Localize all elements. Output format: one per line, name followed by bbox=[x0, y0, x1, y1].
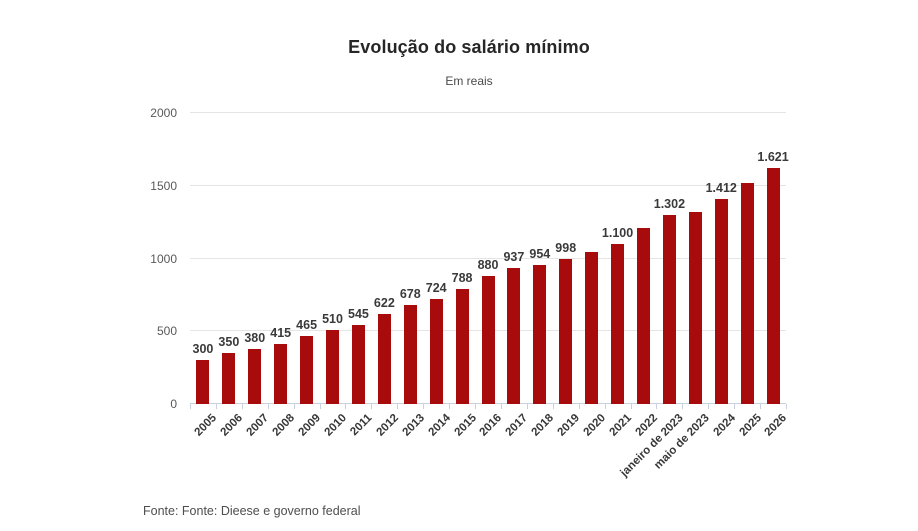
bar-2009 bbox=[300, 336, 314, 404]
x-axis-category-label: 2016 bbox=[477, 412, 505, 439]
source-note: Fonte: Fonte: Dieese e governo federal bbox=[143, 504, 361, 518]
x-axis-tick bbox=[241, 404, 243, 409]
gridline bbox=[190, 112, 786, 113]
x-axis-category-label: 2021 bbox=[607, 412, 635, 439]
plot-area: 300 2005 350 2006 380 2007 415 2008 465 2009 510 20… bbox=[190, 112, 790, 479]
x-axis-category-label: 2009 bbox=[296, 412, 324, 439]
x-axis-tick bbox=[682, 404, 684, 409]
bar-value-label: 622 bbox=[373, 295, 395, 310]
x-axis-tick bbox=[786, 404, 787, 409]
bar-value-label: 998 bbox=[555, 240, 577, 255]
x-axis-category-label: 2012 bbox=[374, 412, 401, 439]
x-axis-tick bbox=[630, 404, 632, 409]
bar-value-label: 880 bbox=[477, 257, 499, 272]
bar-value-label: 510 bbox=[322, 311, 343, 326]
x-axis-category-label: 2025 bbox=[737, 412, 764, 439]
x-axis-tick bbox=[500, 404, 502, 409]
x-axis-tick bbox=[708, 404, 710, 409]
x-axis-tick bbox=[578, 404, 580, 409]
bar-value-label: 415 bbox=[270, 325, 292, 340]
bar-2008 bbox=[274, 343, 288, 404]
bar-value-label: 350 bbox=[218, 335, 240, 350]
bar-value-label: 380 bbox=[244, 330, 266, 345]
bar-2017 bbox=[507, 267, 521, 404]
x-axis-category-label: 2026 bbox=[762, 412, 790, 439]
bar-2012 bbox=[377, 313, 391, 404]
bar-2014 bbox=[429, 298, 443, 404]
x-axis-tick bbox=[319, 404, 321, 409]
bar-value-label: 300 bbox=[192, 342, 214, 357]
bar-value-label: 678 bbox=[399, 287, 421, 302]
x-axis-tick bbox=[345, 404, 347, 409]
x-axis-tick bbox=[760, 404, 762, 409]
bar-2005 bbox=[196, 360, 210, 404]
bar-2007 bbox=[248, 348, 262, 404]
x-axis-tick bbox=[397, 404, 399, 409]
bar-2006 bbox=[222, 353, 236, 404]
bar-2020 bbox=[585, 251, 599, 404]
bar-2021 bbox=[611, 243, 625, 404]
y-axis-tick-label: 1000 bbox=[150, 251, 177, 266]
y-axis-tick-label: 2000 bbox=[150, 106, 177, 120]
x-axis-tick bbox=[449, 404, 451, 409]
x-axis-category-label: 2018 bbox=[529, 412, 557, 439]
x-axis-category-label: 2019 bbox=[555, 412, 583, 439]
bar-maio-de-2023 bbox=[688, 211, 702, 404]
x-axis-tick bbox=[526, 404, 528, 409]
bar-2015 bbox=[455, 289, 469, 404]
x-axis-category-label: 2008 bbox=[270, 412, 298, 439]
x-axis-category-label: 2007 bbox=[244, 412, 272, 439]
bar-value-label: 465 bbox=[296, 318, 318, 333]
gridline bbox=[190, 257, 786, 259]
page-title: Evolução do salário mínimo bbox=[348, 37, 590, 57]
bar-2010 bbox=[326, 329, 340, 404]
y-axis-tick-label: 500 bbox=[156, 324, 177, 339]
x-axis-tick bbox=[267, 404, 269, 409]
x-axis-tick bbox=[656, 404, 658, 409]
x-axis-tick bbox=[734, 404, 736, 409]
x-axis-category-label: 2024 bbox=[711, 412, 738, 439]
bar-value-label: 545 bbox=[347, 306, 369, 321]
chart-subtitle: Em reais bbox=[445, 74, 493, 88]
x-axis-category-label: 2006 bbox=[218, 412, 246, 439]
x-axis-category-label: 2014 bbox=[426, 412, 453, 439]
gridline bbox=[190, 184, 786, 186]
x-axis-category-label: 2017 bbox=[503, 412, 531, 439]
bar-2019 bbox=[559, 258, 573, 404]
bar-2013 bbox=[403, 305, 417, 404]
bar-value-label: 954 bbox=[529, 247, 551, 262]
bar-2024 bbox=[714, 198, 728, 404]
x-axis-tick bbox=[215, 404, 217, 409]
x-axis-category-label: 2011 bbox=[348, 412, 375, 439]
x-axis-tick bbox=[604, 404, 606, 409]
x-axis-category-label: 2013 bbox=[400, 412, 427, 439]
bar-value-label: 724 bbox=[425, 280, 447, 295]
bar-value-label: 1.302 bbox=[653, 196, 686, 211]
bar-2025 bbox=[740, 183, 754, 404]
x-axis-tick bbox=[475, 404, 477, 409]
x-axis-category-label: 2005 bbox=[192, 412, 220, 439]
bar-janeiro-de-2023 bbox=[662, 214, 676, 404]
x-axis-tick bbox=[423, 404, 425, 409]
x-axis-tick bbox=[371, 404, 373, 409]
bar-2011 bbox=[351, 324, 365, 404]
bar-value-label: 937 bbox=[503, 249, 525, 264]
x-axis-category-label: 2020 bbox=[581, 412, 609, 439]
bar-value-label: 1.100 bbox=[601, 225, 634, 240]
bar-2022 bbox=[636, 227, 650, 404]
bar-value-label: 1.621 bbox=[757, 150, 789, 165]
bar-value-label: 1.412 bbox=[705, 180, 737, 195]
bar-value-label: 788 bbox=[451, 271, 473, 286]
bar-2018 bbox=[533, 265, 547, 404]
x-axis-tick bbox=[552, 404, 554, 409]
x-axis-category-label: 2015 bbox=[451, 412, 479, 439]
x-axis-tick bbox=[190, 404, 191, 409]
bar-2016 bbox=[481, 275, 495, 404]
y-axis-tick-label: 1500 bbox=[150, 178, 177, 193]
bar-2026 bbox=[766, 168, 780, 404]
x-axis-category-label: 2010 bbox=[322, 412, 350, 439]
x-axis-tick bbox=[293, 404, 295, 409]
y-axis-tick-label: 0 bbox=[170, 397, 177, 411]
